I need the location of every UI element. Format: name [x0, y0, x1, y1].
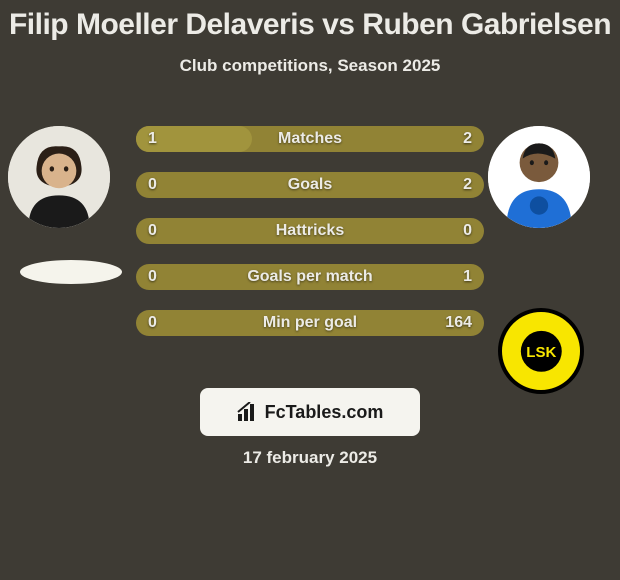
stat-row: 12Matches [136, 126, 484, 152]
stat-bars: 12Matches 02Goals 00Hattricks 01Goals per m… [136, 126, 484, 356]
stat-label: Hattricks [136, 222, 484, 240]
face-placeholder-icon [8, 126, 110, 228]
brand-label: FcTables.com [265, 402, 384, 423]
stat-label: Goals per match [136, 268, 484, 286]
jersey-placeholder-icon [488, 126, 590, 228]
stat-row: 00Hattricks [136, 218, 484, 244]
stat-label: Min per goal [136, 314, 484, 332]
player-left-avatar [8, 126, 110, 228]
lsk-badge-icon: LSK [514, 324, 569, 379]
team-badge-left-placeholder [20, 260, 122, 284]
bar-chart-icon [237, 402, 259, 422]
stat-label: Goals [136, 176, 484, 194]
svg-text:LSK: LSK [526, 343, 556, 360]
stat-row: 02Goals [136, 172, 484, 198]
stat-row: 01Goals per match [136, 264, 484, 290]
footer-date: 17 february 2025 [0, 448, 620, 468]
stat-row: 0164Min per goal [136, 310, 484, 336]
comparison-infographic: Filip Moeller Delaveris vs Ruben Gabriel… [0, 0, 620, 580]
brand-footer: FcTables.com [200, 388, 420, 436]
page-title: Filip Moeller Delaveris vs Ruben Gabriel… [0, 0, 620, 42]
team-badge-right: LSK [498, 308, 584, 394]
stat-label: Matches [136, 130, 484, 148]
player-right-avatar [488, 126, 590, 228]
page-subtitle: Club competitions, Season 2025 [0, 56, 620, 76]
